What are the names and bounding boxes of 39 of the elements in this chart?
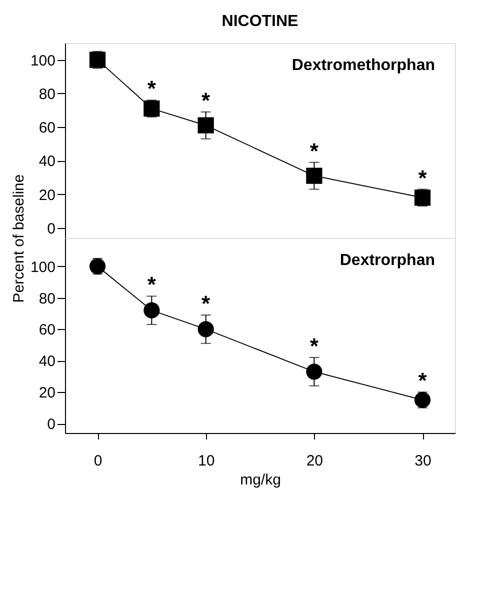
- annotation: *: [202, 291, 211, 316]
- annotation: *: [147, 272, 156, 298]
- point: [306, 168, 322, 184]
- y-tick-label: 40: [38, 153, 56, 170]
- point: [198, 117, 214, 134]
- point: [414, 392, 431, 408]
- annotation: *: [310, 334, 319, 359]
- annotation: *: [147, 76, 156, 102]
- y-tick-label: 20: [38, 186, 56, 204]
- y-tick-label: 100: [30, 52, 56, 70]
- x-tick-label: 20: [306, 452, 324, 470]
- y-tick-label: 40: [38, 353, 56, 370]
- annotation: *: [418, 165, 428, 190]
- y-tick-label: 60: [38, 322, 56, 339]
- x-axis-title: mg/kg: [240, 472, 281, 488]
- annotation: *: [418, 368, 428, 394]
- chart-title: NICOTINE: [222, 13, 299, 30]
- point: [144, 302, 160, 318]
- point: [414, 190, 431, 206]
- y-axis-title: Percent of baseline: [10, 174, 28, 303]
- point: [89, 52, 106, 68]
- x-tick-label: 10: [198, 452, 215, 470]
- annotation: *: [202, 88, 211, 113]
- annotation: *: [310, 138, 319, 164]
- y-tick-label: 20: [38, 384, 56, 402]
- text: Dextrorphan: [340, 252, 435, 269]
- x-tick-label: 30: [414, 452, 432, 470]
- y-tick-label: 0: [47, 220, 56, 238]
- point: [144, 100, 160, 117]
- point: [306, 364, 322, 380]
- y-tick-label: 100: [30, 258, 56, 276]
- y-tick-label: 0: [47, 416, 56, 434]
- point: [198, 321, 214, 338]
- x-tick-label: 0: [94, 452, 102, 470]
- text: Dextromethorphan: [292, 57, 435, 74]
- y-tick-label: 80: [38, 290, 56, 308]
- y-tick-label: 80: [38, 86, 56, 103]
- y-tick-label: 60: [38, 120, 56, 137]
- point: [89, 258, 106, 274]
